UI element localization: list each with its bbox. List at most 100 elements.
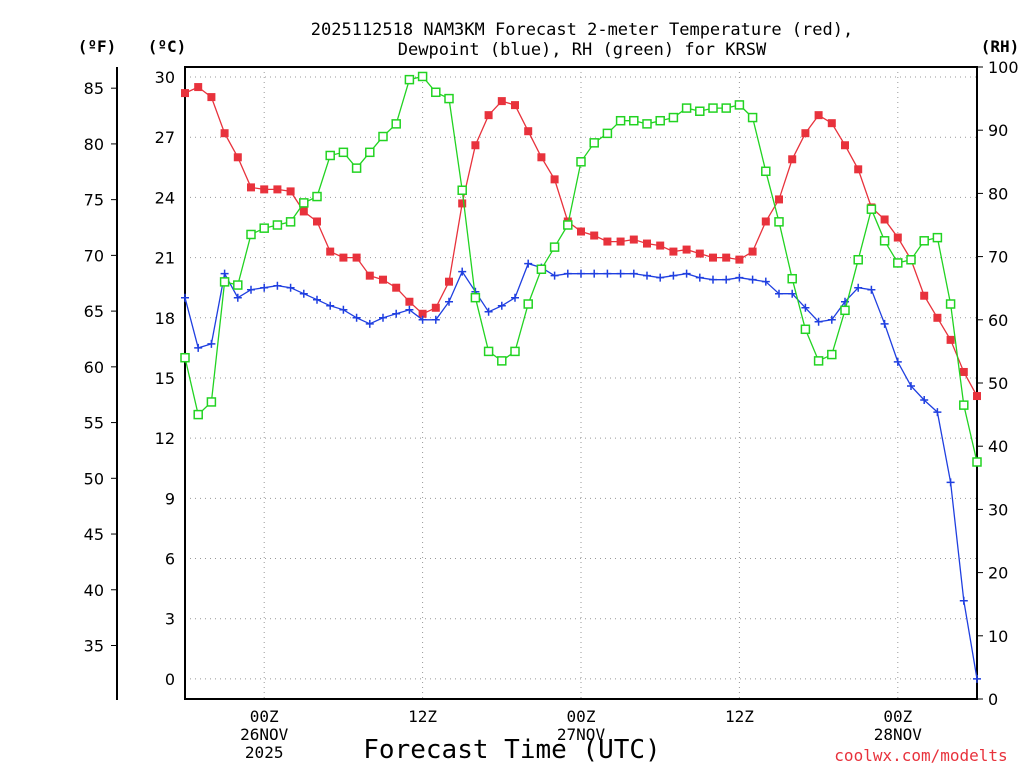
temperature-point — [880, 215, 889, 224]
celsius-tick-label: 6 — [165, 550, 175, 569]
temperature-point — [326, 247, 335, 256]
dewpoint-point — [233, 293, 242, 302]
dewpoint-point — [273, 281, 282, 290]
dewpoint-point — [827, 315, 836, 324]
dewpoint-point — [907, 382, 915, 391]
series-layer — [180, 71, 982, 683]
temperature-point — [484, 111, 493, 120]
dewpoint-point — [194, 343, 203, 352]
rh-tick-label: 100 — [988, 58, 1019, 77]
rh-point — [285, 217, 296, 227]
celsius-tick-label: 9 — [165, 489, 175, 508]
rh-tick-label: 70 — [988, 248, 1008, 267]
dewpoint-point — [590, 269, 599, 278]
rh-point — [879, 236, 890, 246]
dewpoint-point — [445, 297, 453, 306]
chart-title-line1: 2025112518 NAM3KM Forecast 2-meter Tempe… — [311, 20, 853, 40]
rh-point — [483, 346, 494, 357]
temperature-point — [629, 235, 638, 244]
temperature-point — [590, 231, 599, 240]
dewpoint-point — [629, 269, 638, 278]
x-tick-label: 00Z — [567, 707, 596, 726]
rh-point — [959, 400, 969, 410]
dewpoint-point — [959, 596, 968, 605]
x-tick-label: 28NOV — [874, 725, 923, 744]
rh-point — [893, 258, 903, 268]
temperature-point — [827, 119, 836, 128]
celsius-tick-label: 0 — [165, 670, 175, 689]
temperature-point — [788, 155, 797, 164]
temperature-point — [682, 245, 691, 254]
rh-point — [906, 255, 916, 265]
dewpoint-point — [973, 674, 981, 683]
dewpoint-point — [286, 283, 295, 292]
fahrenheit-tick-label: 50 — [84, 469, 104, 488]
temperature-point — [405, 297, 414, 306]
rh-point — [945, 299, 956, 309]
temperature-point — [814, 111, 823, 120]
fahrenheit-tick-label: 85 — [84, 79, 104, 98]
rh-point — [629, 115, 639, 126]
x-axis-title: Forecast Time (UTC) — [363, 735, 660, 765]
temperature-point — [893, 233, 902, 242]
dewpoint-point — [695, 273, 704, 282]
rh-point — [589, 138, 599, 148]
temperature-point — [550, 175, 559, 184]
rh-point — [576, 157, 586, 167]
temperature-point — [854, 165, 863, 174]
dewpoint-point — [524, 259, 533, 268]
fahrenheit-tick-label: 75 — [84, 191, 104, 210]
dewpoint-point — [603, 269, 612, 278]
rh-point — [866, 204, 877, 214]
celsius-tick-label: 27 — [155, 128, 175, 147]
rh-tick-label: 80 — [988, 184, 1008, 203]
rh-point — [840, 305, 850, 316]
rh-tick-label: 30 — [988, 500, 1008, 519]
temperature-point — [709, 253, 717, 262]
fahrenheit-tick-label: 65 — [84, 302, 104, 321]
rh-tick-label: 0 — [988, 690, 998, 709]
dewpoint-point — [497, 301, 506, 310]
fahrenheit-tick-label: 55 — [84, 414, 104, 433]
temperature-point — [656, 241, 665, 250]
rh-point — [813, 356, 824, 366]
temperature-point — [735, 255, 744, 264]
celsius-tick-label: 18 — [155, 309, 175, 328]
dewpoint-point — [854, 283, 863, 292]
dewpoint-point — [946, 478, 955, 487]
dewpoint-point — [299, 289, 308, 298]
rh-point — [470, 292, 481, 303]
dewpoint-point — [207, 339, 216, 348]
dewpoint-point — [682, 269, 691, 278]
celsius-tick-label: 30 — [155, 68, 175, 87]
temperature-point — [497, 97, 506, 106]
grid-layer — [185, 67, 977, 699]
rh-point — [457, 185, 467, 195]
fahrenheit-tick-label: 80 — [84, 135, 104, 154]
rh-point — [761, 166, 771, 177]
dewpoint-point — [775, 289, 783, 298]
rh-point — [615, 115, 626, 126]
rh-point — [655, 115, 665, 126]
dewpoint-point — [709, 275, 717, 284]
temperature-point — [973, 392, 981, 401]
rh-point — [932, 232, 943, 243]
temperature-point — [247, 183, 255, 192]
dewpoint-point — [247, 285, 255, 294]
rh-point — [972, 457, 982, 467]
rh-tick-label: 10 — [988, 627, 1008, 646]
rh-point — [510, 346, 520, 357]
rh-point — [563, 220, 573, 230]
temperature-point — [748, 247, 757, 256]
temperature-point — [299, 207, 308, 216]
celsius-tick-label: 3 — [165, 610, 175, 629]
rh-point — [233, 280, 243, 290]
rh-point — [378, 131, 388, 142]
rh-point — [259, 223, 269, 233]
dewpoint-point — [788, 289, 797, 298]
rh-point — [695, 106, 705, 116]
rh-tick-label: 40 — [988, 437, 1008, 456]
rh-point — [827, 349, 837, 360]
dewpoint-point — [220, 269, 229, 278]
